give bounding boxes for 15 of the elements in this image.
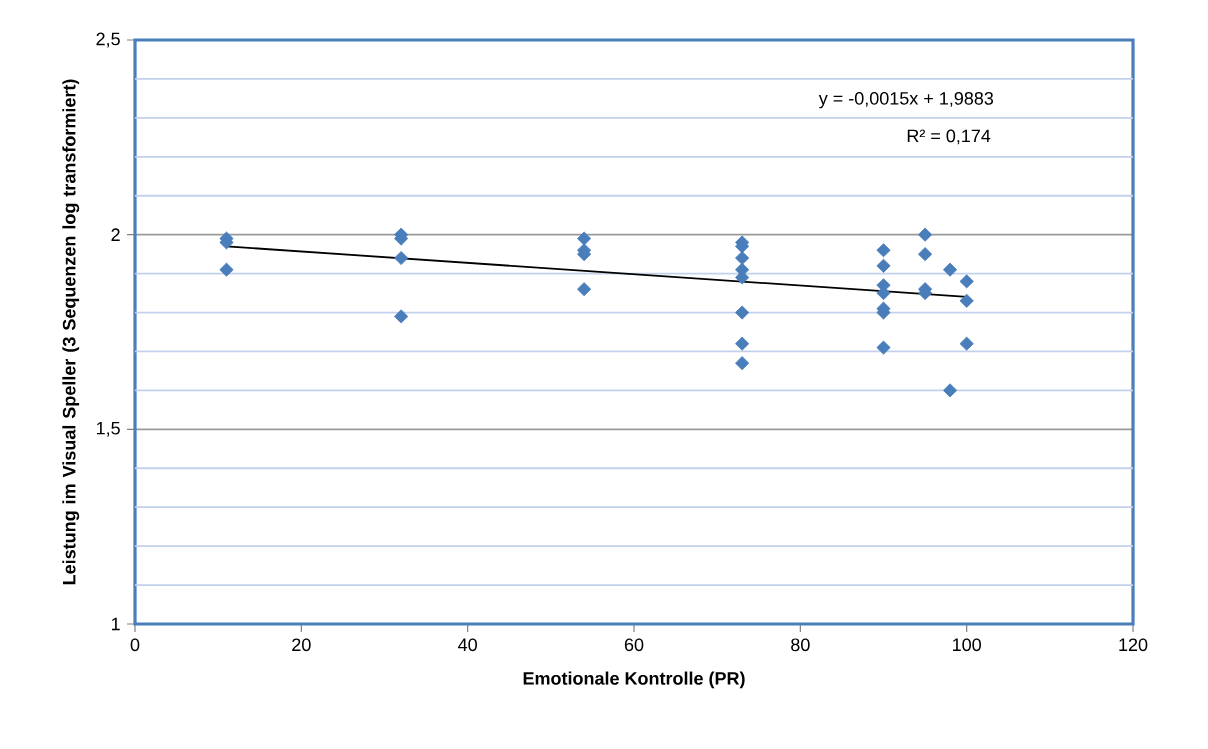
annotation: y = -0,0015x + 1,9883 bbox=[818, 91, 994, 109]
x-axis-title: Emotionale Kontrolle (PR) bbox=[523, 671, 745, 689]
y-tick-label: 1 bbox=[111, 617, 120, 631]
y-tick-label: 2 bbox=[111, 228, 120, 241]
y-tick-label: 2,5 bbox=[96, 32, 120, 48]
y-axis-title: Leistung im Visual Speller (3 Sequenzen log transformiert) bbox=[62, 79, 80, 585]
y-tick-label: 1,5 bbox=[96, 421, 120, 437]
x-tick-label: 80 bbox=[791, 638, 810, 652]
x-tick-label: 60 bbox=[624, 638, 644, 652]
x-tick-label: 0 bbox=[130, 638, 140, 652]
x-tick-label: 40 bbox=[458, 638, 477, 652]
x-tick-label: 20 bbox=[292, 638, 311, 652]
annotation: R² = 0,174 bbox=[907, 129, 991, 145]
x-tick-label: 100 bbox=[953, 638, 981, 652]
x-tick-label: 120 bbox=[1119, 638, 1148, 652]
